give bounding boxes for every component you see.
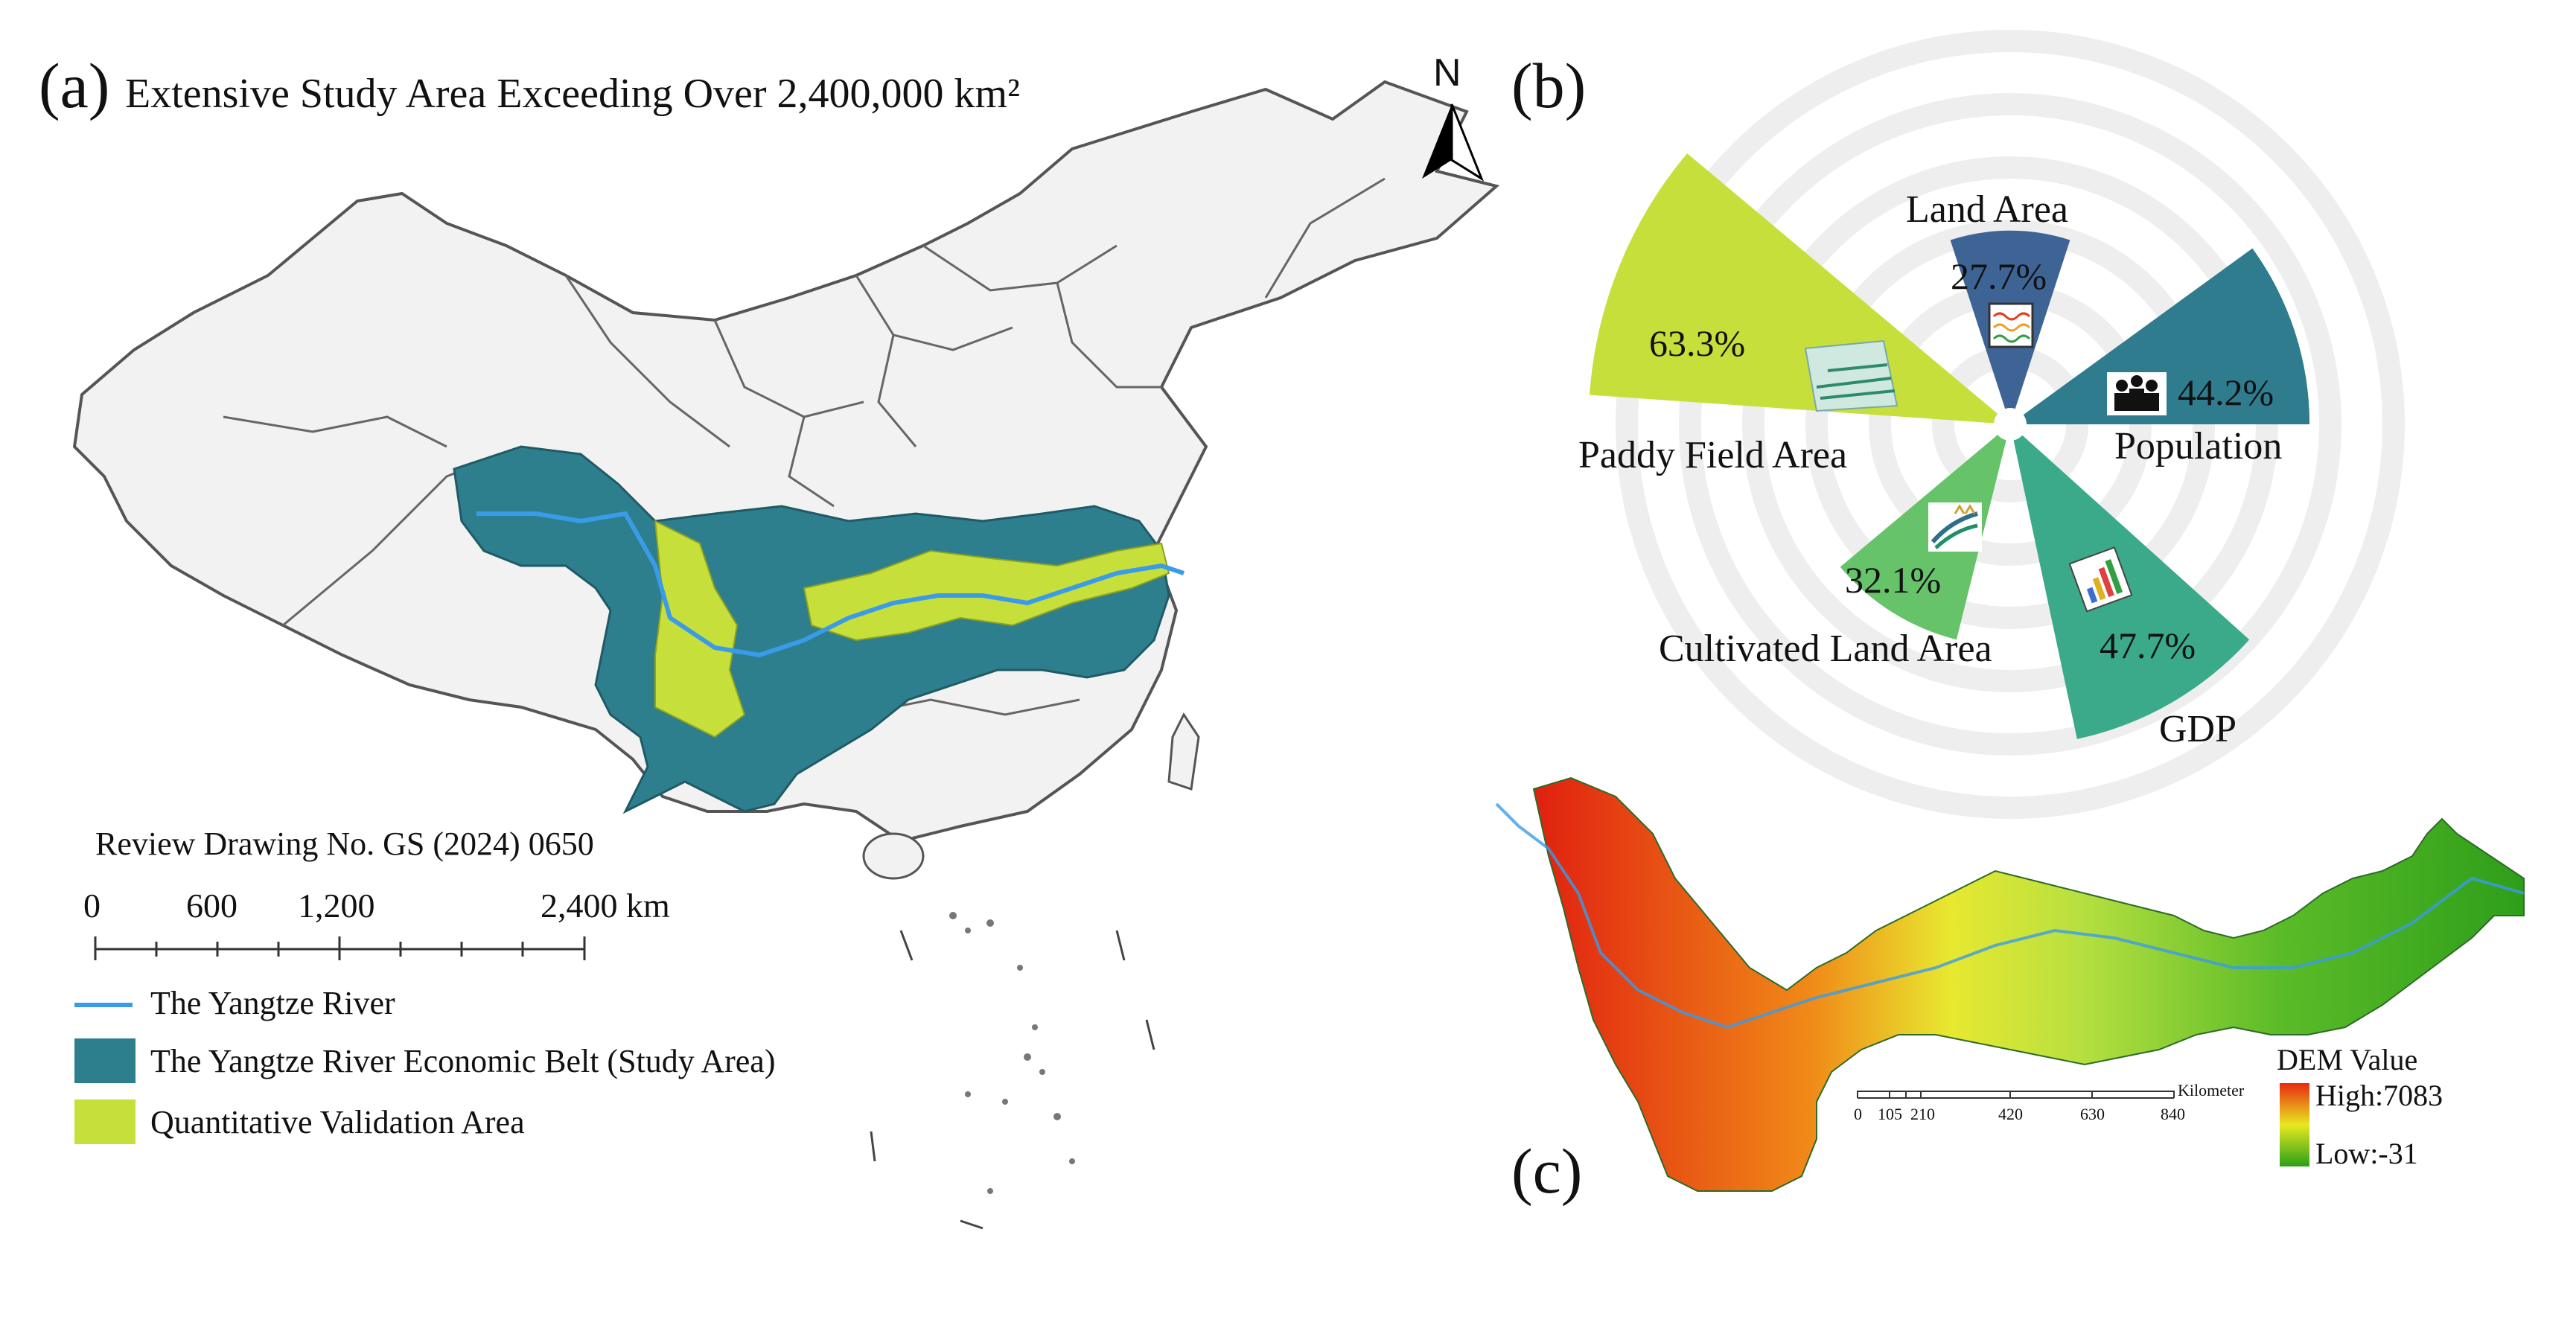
dem-scale-630: 630 bbox=[2080, 1105, 2105, 1123]
validation-region-belt bbox=[803, 542, 1170, 642]
scale-label-1200: 1,200 bbox=[298, 887, 375, 925]
field-icon bbox=[1928, 502, 1982, 552]
rose-value-cultivated-land: 32.1% bbox=[1845, 559, 1942, 601]
gdp-chart-icon bbox=[2068, 546, 2133, 613]
rose-value-population: 44.2% bbox=[2178, 371, 2274, 413]
dem-legend-high: High:7083 bbox=[2315, 1079, 2443, 1112]
yangtze-river bbox=[476, 511, 1185, 658]
dem-scale-unit: Kilometer bbox=[2178, 1081, 2245, 1099]
dem-legend-gradient bbox=[2280, 1083, 2309, 1166]
dem-legend-title: DEM Value bbox=[2277, 1043, 2418, 1076]
rose-label-paddy-field: Paddy Field Area bbox=[1578, 434, 1848, 476]
nine-dash-line bbox=[870, 930, 1155, 1230]
scale-bar bbox=[94, 936, 586, 960]
dem-scale-840: 840 bbox=[2161, 1105, 2185, 1123]
legend-study-area-symbol bbox=[74, 1038, 136, 1083]
rose-sector-paddy-field-area bbox=[1589, 153, 1998, 424]
people-icon bbox=[2107, 372, 2167, 415]
rose-value-gdp: 47.7% bbox=[2100, 625, 2196, 666]
panel-a-label: (a) bbox=[39, 50, 110, 121]
review-drawing-number: Review Drawing No. GS (2024) 0650 bbox=[95, 826, 594, 862]
legend-validation-symbol bbox=[74, 1099, 136, 1144]
dem-scale-105: 105 bbox=[1878, 1105, 1902, 1123]
rose-value-paddy-field: 63.3% bbox=[1649, 322, 1746, 364]
rose-sector-gdp bbox=[2013, 435, 2250, 739]
taiwan-island bbox=[1167, 712, 1200, 791]
rose-value-land-area: 27.7% bbox=[1951, 255, 2047, 297]
scale-label-0: 0 bbox=[83, 887, 101, 925]
rose-sectors bbox=[1589, 153, 2310, 739]
rose-sector-cultivated-land-area bbox=[1840, 435, 2006, 640]
legend-study-area-label: The Yangtze River Economic Belt (Study A… bbox=[150, 1043, 776, 1079]
panel-a-title: Extensive Study Area Exceeding Over 2,40… bbox=[125, 71, 1020, 117]
rose-label-cultivated-land: Cultivated Land Area bbox=[1659, 628, 1992, 670]
rose-sector-population bbox=[2023, 248, 2310, 424]
north-arrow-icon bbox=[1422, 103, 1485, 182]
dem-scale-420: 420 bbox=[1998, 1105, 2023, 1123]
terrain-chart-icon bbox=[1988, 302, 2034, 348]
dem-study-area bbox=[1532, 776, 2525, 1192]
dem-river bbox=[1495, 802, 2525, 1030]
dem-scale-bar bbox=[1857, 1091, 2175, 1099]
hainan-island bbox=[862, 832, 925, 880]
study-area-region bbox=[453, 445, 1170, 814]
panel-b-label: (b) bbox=[1511, 50, 1587, 121]
legend-validation-label: Quantitative Validation Area bbox=[150, 1104, 525, 1140]
paddy-field-icon bbox=[1804, 339, 1898, 412]
rose-label-gdp: GDP bbox=[2159, 708, 2237, 750]
dem-legend-low: Low:-31 bbox=[2315, 1137, 2418, 1170]
validation-region-west bbox=[654, 520, 746, 738]
panel-c-label: (c) bbox=[1511, 1135, 1583, 1207]
north-label: N bbox=[1433, 51, 1461, 95]
south-sea-islands bbox=[949, 912, 1075, 1194]
legend-river-label: The Yangtze River bbox=[150, 985, 395, 1021]
rose-label-land-area: Land Area bbox=[1906, 188, 2069, 231]
rose-label-population: Population bbox=[2114, 425, 2283, 467]
dem-scale-210: 210 bbox=[1910, 1105, 1935, 1123]
dem-scale-0: 0 bbox=[1854, 1105, 1862, 1123]
scale-label-600: 600 bbox=[186, 887, 237, 925]
scale-label-2400: 2,400 km bbox=[541, 887, 670, 925]
